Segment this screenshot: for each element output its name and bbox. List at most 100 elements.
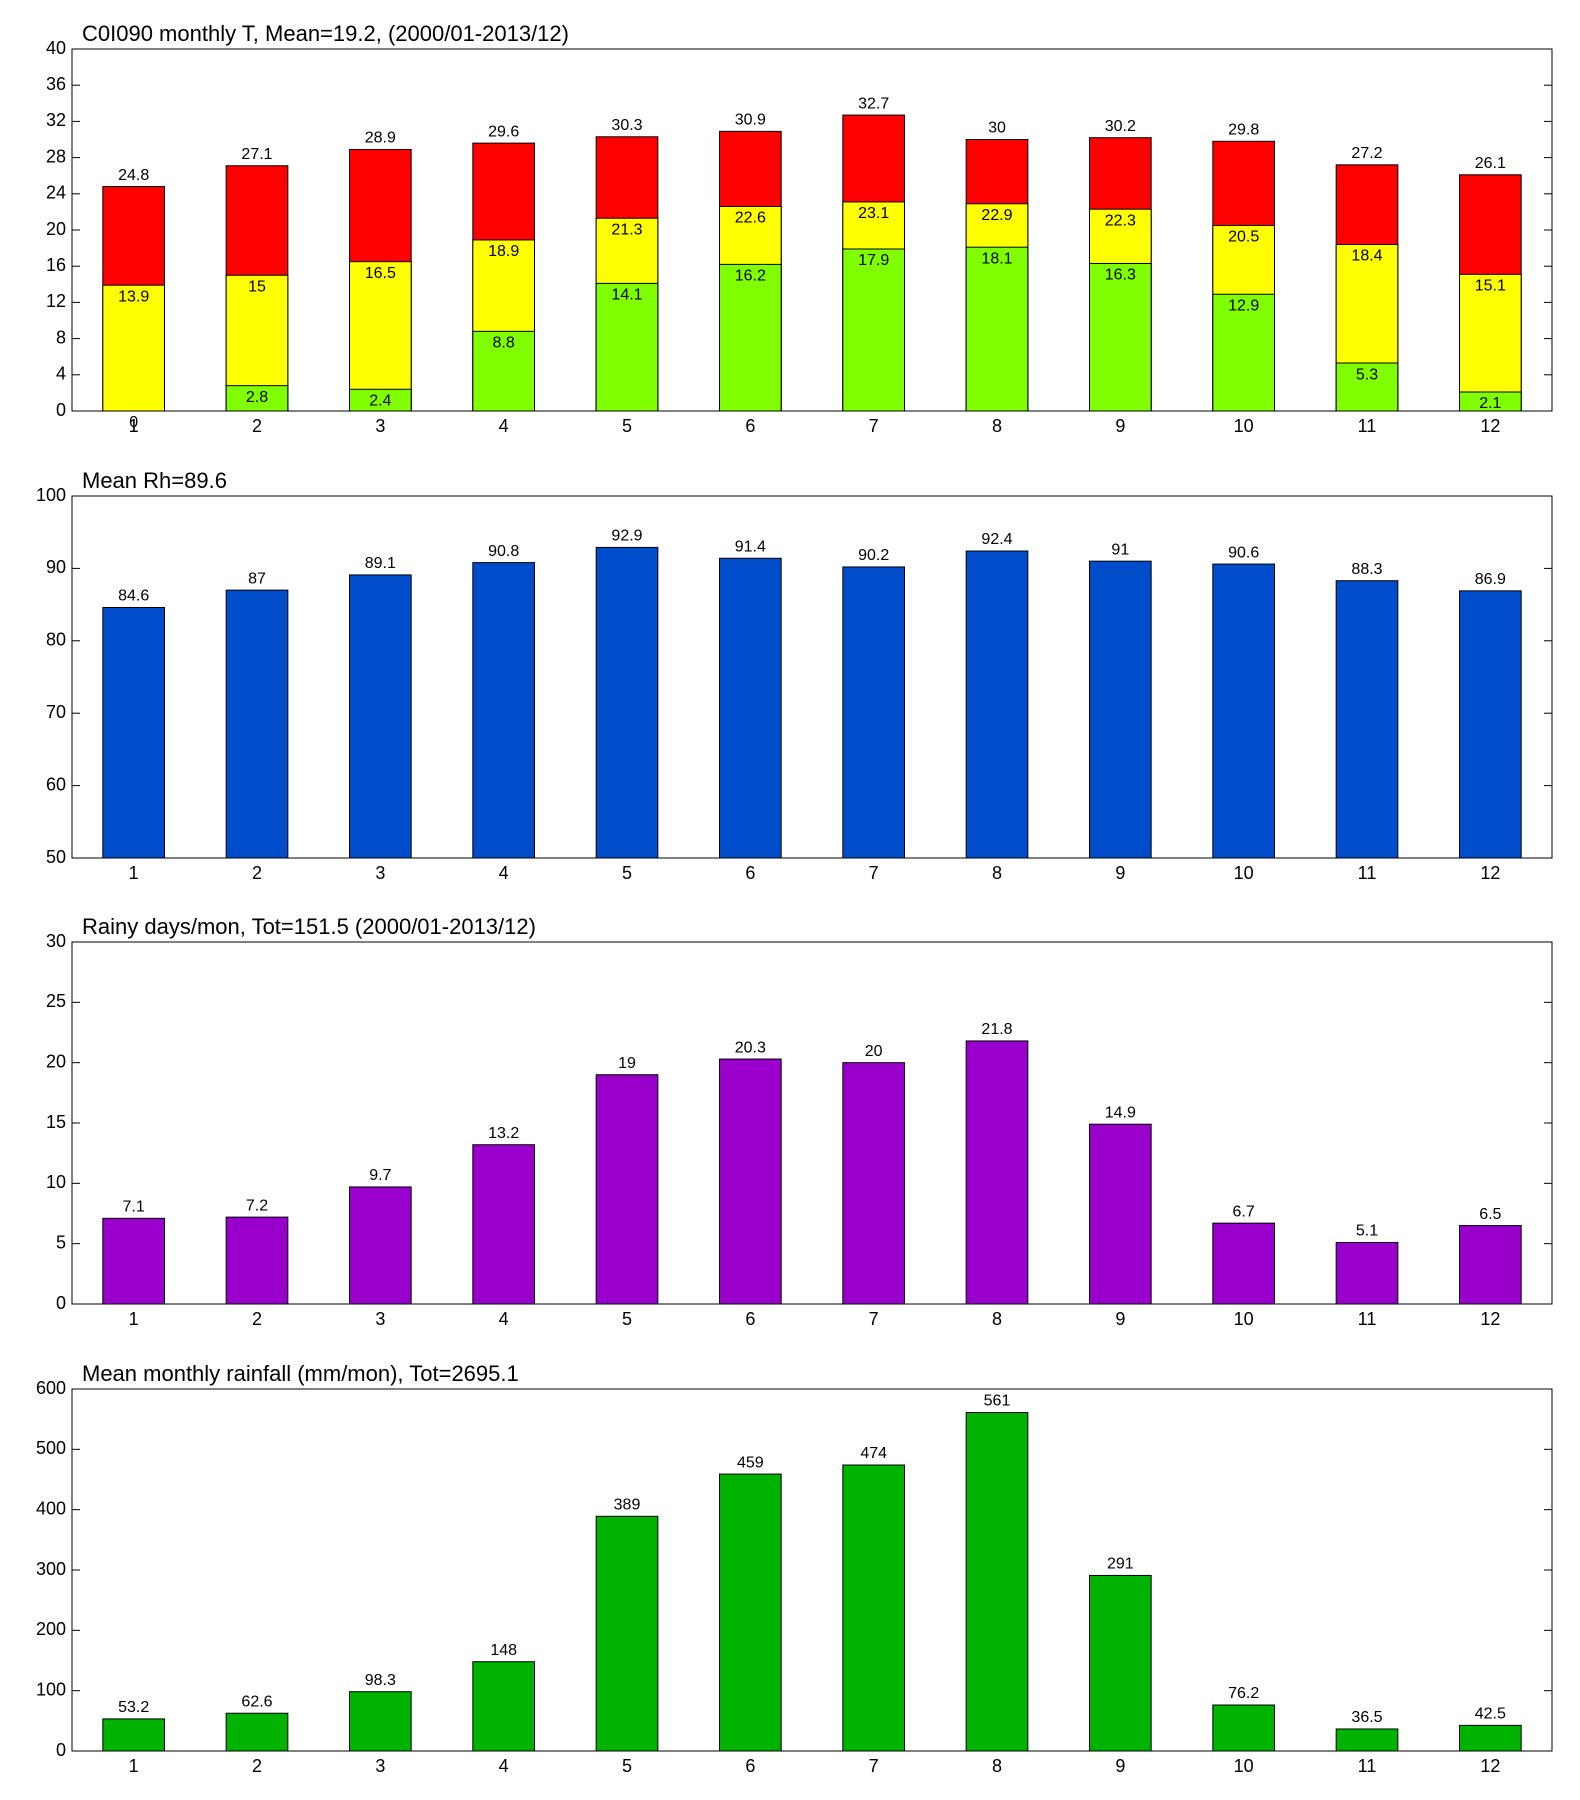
data-label: 23.1	[858, 205, 889, 222]
bar	[595, 546, 659, 859]
data-label: 561	[984, 1393, 1011, 1410]
x-tick-label: 3	[375, 863, 385, 883]
data-label: 459	[737, 1454, 764, 1471]
y-tick-label: 100	[36, 1679, 66, 1699]
x-tick-label: 7	[869, 1756, 879, 1776]
data-label: 19	[618, 1055, 636, 1072]
bar	[965, 550, 1029, 859]
data-label: 16.3	[1105, 267, 1136, 284]
bar	[1089, 1123, 1152, 1305]
data-label: 22.6	[735, 210, 766, 227]
y-tick-label: 36	[46, 74, 66, 94]
data-label: 13.9	[118, 288, 149, 305]
x-tick-label: 10	[1234, 1756, 1254, 1776]
bar	[1089, 262, 1152, 412]
y-tick-label: 90	[46, 557, 66, 577]
data-label: 16.5	[365, 265, 396, 282]
data-label: 16.2	[735, 268, 766, 285]
y-tick-label: 12	[46, 291, 66, 311]
bar	[1335, 362, 1399, 412]
data-label: 22.3	[1105, 212, 1136, 229]
y-tick-label: 200	[36, 1619, 66, 1639]
data-label: 27.1	[241, 146, 272, 163]
axes-box	[71, 495, 1553, 859]
x-tick-label: 3	[375, 416, 385, 436]
x-tick-label: 2	[252, 416, 262, 436]
data-label: 20.3	[735, 1039, 766, 1056]
data-label: 20	[865, 1043, 883, 1060]
bar	[842, 566, 905, 859]
bar	[102, 1718, 166, 1752]
y-tick-label: 80	[46, 630, 66, 650]
x-tick-label: 2	[252, 1309, 262, 1329]
data-label: 53.2	[118, 1699, 149, 1716]
data-label: 87	[248, 570, 266, 587]
data-label: 9.7	[369, 1167, 391, 1184]
x-tick-label: 11	[1358, 1756, 1377, 1776]
y-tick-label: 60	[46, 774, 66, 794]
bar	[595, 1074, 659, 1305]
data-label: 29.8	[1228, 122, 1259, 139]
data-label: 86.9	[1475, 571, 1506, 588]
y-tick-label: 15	[46, 1112, 66, 1132]
data-label: 32.7	[858, 95, 889, 112]
axes-box	[71, 48, 1553, 412]
x-tick-label: 9	[1115, 416, 1125, 436]
data-label: 30.2	[1105, 118, 1136, 135]
plot-area	[72, 496, 1552, 858]
data-label: 474	[860, 1445, 887, 1462]
x-tick-label: 8	[992, 416, 1002, 436]
data-label: 6.5	[1479, 1206, 1501, 1223]
x-tick-label: 7	[869, 863, 879, 883]
data-label: 18.9	[488, 243, 519, 260]
x-tick-label: 7	[869, 1309, 879, 1329]
y-tick-label: 400	[36, 1498, 66, 1518]
y-tick-label: 500	[36, 1438, 66, 1458]
bar	[965, 246, 1029, 412]
data-label: 89.1	[365, 555, 396, 572]
bar	[349, 1186, 412, 1305]
x-tick-label: 2	[252, 1756, 262, 1776]
x-tick-label: 7	[869, 416, 879, 436]
x-tick-label: 9	[1115, 863, 1125, 883]
y-tick-label: 32	[46, 110, 66, 130]
data-label: 2.4	[369, 392, 391, 409]
bar	[595, 1515, 659, 1752]
data-label: 30.3	[611, 117, 642, 134]
data-label: 7.1	[123, 1199, 145, 1216]
x-tick-label: 6	[745, 863, 755, 883]
bar	[225, 1216, 289, 1305]
axes-box	[71, 1388, 1553, 1752]
bar	[225, 1712, 289, 1752]
x-tick-label: 10	[1234, 416, 1254, 436]
data-label: 12.9	[1228, 297, 1259, 314]
y-tick-label: 5	[56, 1232, 66, 1252]
bar	[965, 1040, 1029, 1305]
x-tick-label: 6	[745, 1309, 755, 1329]
bar	[1459, 273, 1522, 412]
data-label: 84.6	[118, 588, 149, 605]
bar	[349, 574, 412, 859]
x-tick-label: 11	[1358, 416, 1377, 436]
bar	[1089, 560, 1152, 859]
y-tick-label: 16	[46, 255, 66, 275]
chart-title: C0I090 monthly T, Mean=19.2, (2000/01-20…	[82, 21, 569, 46]
bar	[472, 1144, 536, 1305]
y-tick-label: 300	[36, 1559, 66, 1579]
data-label: 7.2	[246, 1197, 268, 1214]
y-tick-label: 25	[46, 991, 66, 1011]
chart-title: Mean monthly rainfall (mm/mon), Tot=2695…	[82, 1361, 519, 1386]
data-label: 29.6	[488, 123, 519, 140]
y-tick-label: 70	[46, 702, 66, 722]
data-label: 98.3	[365, 1672, 396, 1689]
data-label: 30	[988, 120, 1006, 137]
bar	[719, 1058, 782, 1305]
y-tick-label: 0	[56, 1293, 66, 1313]
x-tick-label: 4	[499, 1756, 509, 1776]
x-tick-label: 4	[499, 416, 509, 436]
data-label: 21.3	[611, 221, 642, 238]
data-label: 2.8	[246, 389, 268, 406]
bar	[472, 562, 536, 859]
data-label: 27.2	[1351, 145, 1382, 162]
bar	[1459, 1724, 1522, 1752]
